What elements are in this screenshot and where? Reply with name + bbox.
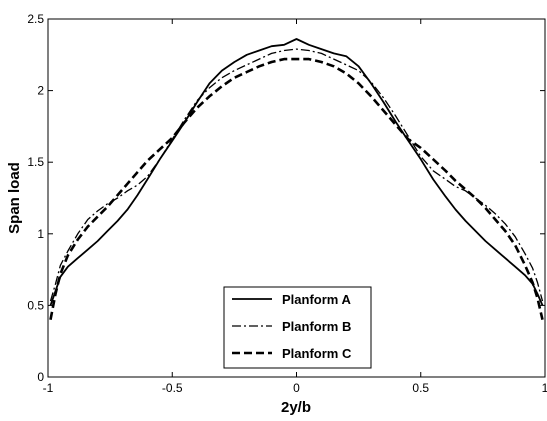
- y-tick-label: 2: [37, 84, 44, 98]
- y-tick-label: 1: [37, 227, 44, 241]
- legend: Planform A Planform B Planform C: [223, 286, 372, 369]
- x-tick-label: 0: [293, 381, 300, 395]
- legend-label-1: Planform A: [282, 292, 351, 307]
- x-axis-label: 2y/b: [281, 399, 311, 416]
- series-line-3: [49, 57, 544, 320]
- legend-box: [223, 286, 372, 369]
- x-tick-label: 1: [542, 381, 547, 395]
- y-tick-label: 1.5: [27, 155, 44, 169]
- y-axis-label: Span load: [6, 162, 23, 234]
- legend-label-3: Planform C: [282, 346, 352, 361]
- x-axis-ticks: -1 -0.5 0 0.5 1: [43, 19, 547, 395]
- x-tick-label: -0.5: [162, 381, 183, 395]
- y-tick-label: 2.5: [27, 12, 44, 26]
- y-tick-label: 0.5: [27, 298, 44, 312]
- y-tick-label: 0: [37, 370, 44, 384]
- y-axis-ticks: 0 0.5 1 1.5 2 2.5: [27, 12, 545, 384]
- series-group: [49, 38, 544, 320]
- x-tick-label: -1: [43, 381, 54, 395]
- legend-label-2: Planform B: [282, 319, 351, 334]
- x-tick-label: 0.5: [412, 381, 429, 395]
- series-line-1: [49, 38, 544, 306]
